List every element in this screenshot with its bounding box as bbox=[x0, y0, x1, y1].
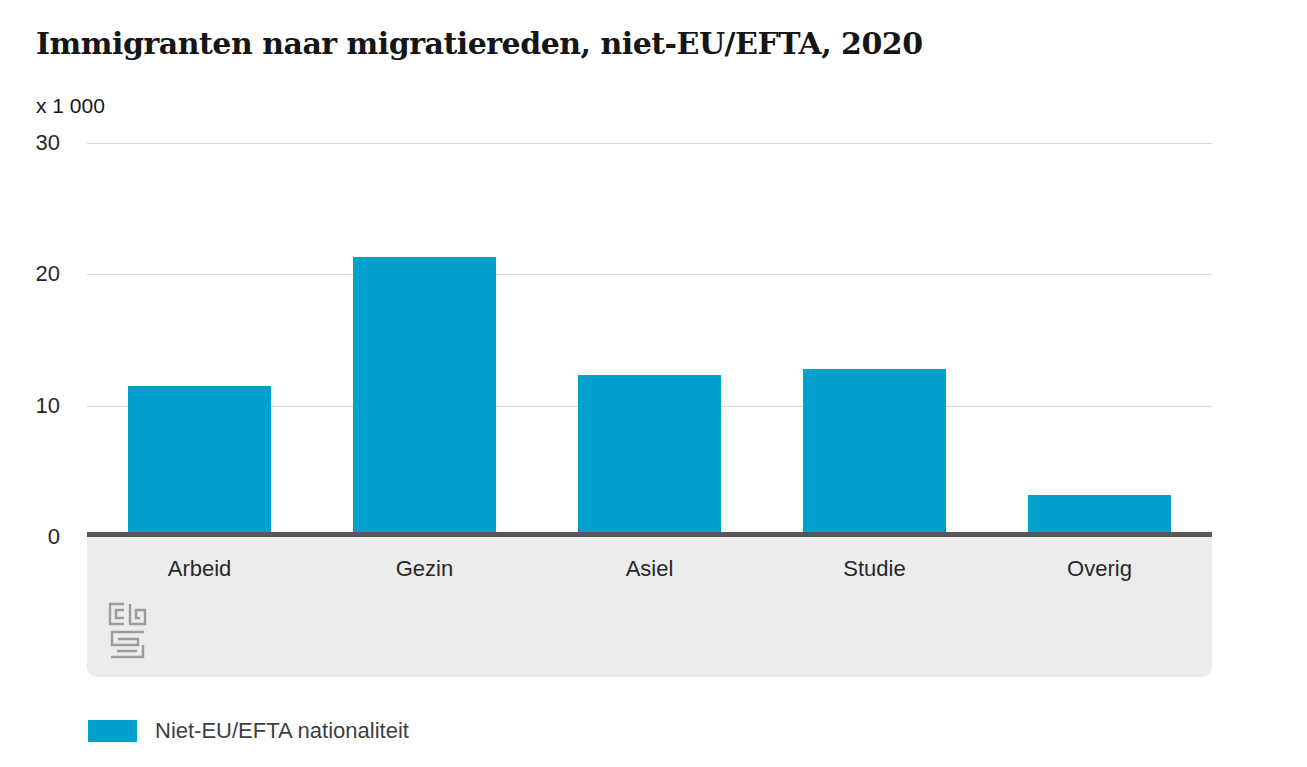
y-tick-label-20: 20 bbox=[10, 262, 60, 286]
legend-label: Niet-EU/EFTA nationaliteit bbox=[155, 718, 409, 744]
cbs-logo-b bbox=[130, 604, 145, 624]
category-label-asiel: Asiel bbox=[537, 537, 762, 582]
cbs-logo-s-top bbox=[112, 632, 144, 645]
y-axis-unit-label: x 1 000 bbox=[36, 94, 105, 118]
legend: Niet-EU/EFTA nationaliteit bbox=[88, 718, 409, 744]
x-axis-band: ArbeidGezinAsielStudieOverig bbox=[87, 537, 1212, 677]
category-label-overig: Overig bbox=[987, 537, 1212, 582]
bar-studie[interactable] bbox=[803, 369, 946, 537]
bar-asiel[interactable] bbox=[578, 375, 721, 537]
bar-arbeid[interactable] bbox=[128, 386, 271, 537]
bar-overig[interactable] bbox=[1028, 495, 1171, 537]
y-tick-label-0: 0 bbox=[10, 525, 60, 549]
bar-gezin[interactable] bbox=[353, 257, 496, 537]
chart-page: Immigranten naar migratiereden, niet-EU/… bbox=[0, 0, 1307, 767]
x-axis-line bbox=[87, 532, 1212, 537]
cbs-logo-c bbox=[110, 604, 124, 624]
chart-title: Immigranten naar migratiereden, niet-EU/… bbox=[36, 26, 923, 61]
legend-swatch bbox=[88, 720, 137, 742]
gridline-30 bbox=[87, 143, 1212, 144]
plot-area: 3020100 bbox=[87, 143, 1212, 537]
gridline-20 bbox=[87, 274, 1212, 275]
category-label-arbeid: Arbeid bbox=[87, 537, 312, 582]
y-tick-label-10: 10 bbox=[10, 394, 60, 418]
cbs-logo bbox=[107, 601, 147, 659]
category-label-gezin: Gezin bbox=[312, 537, 537, 582]
cbs-logo-s-bottom bbox=[111, 645, 143, 657]
category-labels-row: ArbeidGezinAsielStudieOverig bbox=[87, 537, 1212, 582]
category-label-studie: Studie bbox=[762, 537, 987, 582]
y-tick-label-30: 30 bbox=[10, 131, 60, 155]
